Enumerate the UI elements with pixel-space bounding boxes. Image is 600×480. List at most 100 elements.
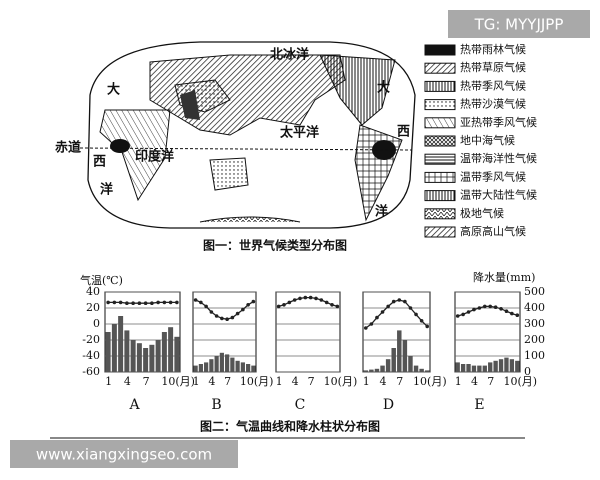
y-tick-label: 20 xyxy=(86,301,100,314)
temp-point xyxy=(143,301,148,306)
temp-point xyxy=(482,304,487,309)
temp-point xyxy=(162,300,167,305)
legend-label: 热带草原气候 xyxy=(460,60,526,74)
temp-point xyxy=(112,300,117,305)
precip-bar xyxy=(130,340,136,372)
legend-swatch xyxy=(424,62,456,74)
temp-point xyxy=(515,313,520,318)
y-tick-label: -20 xyxy=(82,333,100,346)
temp-point xyxy=(375,315,379,320)
temp-point xyxy=(425,324,430,329)
precip-bar xyxy=(402,340,408,372)
temp-line xyxy=(108,301,177,304)
precip-bar xyxy=(509,359,515,372)
precip-bar xyxy=(391,348,396,372)
temp-point xyxy=(419,319,424,323)
temp-point xyxy=(251,299,256,304)
temp-point xyxy=(324,300,329,305)
precip-bar xyxy=(105,332,111,372)
x-tick-label: 7 xyxy=(224,375,231,388)
precip-bar xyxy=(251,365,256,372)
temp-point xyxy=(319,298,324,302)
chart-label: C xyxy=(295,397,306,413)
precip-bar xyxy=(385,359,391,372)
x-tick-label: 10(月) xyxy=(503,375,537,388)
precip-bar xyxy=(209,359,214,372)
world-map: 北冰洋 大 西 洋 大 西 洋 太平洋 印度洋 赤道 图一：世界气候类型分布图 xyxy=(55,41,416,253)
temp-point xyxy=(314,296,318,301)
precip-bar xyxy=(397,330,402,372)
temp-point xyxy=(466,310,471,314)
map-label: 西 xyxy=(397,125,410,140)
x-tick-label: 10(月) xyxy=(324,375,358,388)
map-label: 北冰洋 xyxy=(270,47,309,63)
legend-label: 高原高山气候 xyxy=(460,224,526,238)
temp-point xyxy=(193,298,198,302)
y-axis-title: 气温(℃) xyxy=(80,273,123,287)
temp-point xyxy=(303,295,308,300)
x-tick-label: 10(月) xyxy=(161,375,195,388)
precip-bar xyxy=(369,369,374,372)
y2-tick-label: 200 xyxy=(524,333,545,346)
temp-point xyxy=(363,326,368,330)
map-label: 赤道 xyxy=(55,140,81,156)
precip-bar xyxy=(124,330,130,372)
precip-bar xyxy=(477,365,482,372)
legend-label: 地中海气候 xyxy=(460,133,515,147)
y2-tick-label: 300 xyxy=(524,317,545,330)
temp-point xyxy=(493,305,498,310)
x-tick-label: 4 xyxy=(208,375,215,388)
legend-label: 热带雨林气候 xyxy=(460,42,526,56)
precip-bar xyxy=(493,360,498,372)
temp-point xyxy=(204,304,208,309)
map-label: 洋 xyxy=(100,182,113,198)
y2-tick-label: 500 xyxy=(524,285,545,298)
legend-swatch xyxy=(424,226,456,238)
precip-bar xyxy=(155,340,161,372)
precip-bar xyxy=(455,362,460,372)
y-tick-label: -60 xyxy=(82,365,100,378)
y2-axis-title: 降水量(mm) xyxy=(473,270,535,284)
legend-swatch xyxy=(424,44,456,56)
precip-bar xyxy=(136,343,142,372)
temp-point xyxy=(125,301,129,306)
precip-bar xyxy=(466,364,471,372)
y-tick-label: -40 xyxy=(82,349,100,362)
legend-swatch xyxy=(424,171,456,183)
legend-label: 温带季风气候 xyxy=(460,169,526,183)
precip-bar xyxy=(235,360,240,372)
chart-label: D xyxy=(383,397,394,413)
precip-bar xyxy=(219,352,224,372)
temp-line xyxy=(195,299,254,320)
precip-bar xyxy=(374,368,380,372)
precip-bar xyxy=(413,365,419,372)
x-tick-label: 7 xyxy=(143,375,150,388)
x-tick-label: 7 xyxy=(308,375,315,388)
map-label: 洋 xyxy=(375,204,388,220)
legend-swatch xyxy=(424,117,456,129)
chart-label: A xyxy=(128,397,140,413)
temp-point xyxy=(472,307,476,312)
temp-point xyxy=(131,301,135,306)
legend-label: 热带季风气候 xyxy=(460,78,526,92)
precip-bar xyxy=(380,365,385,372)
temp-line xyxy=(278,296,338,308)
map-caption: 图一：世界气候类型分布图 xyxy=(203,238,347,253)
temp-point xyxy=(235,311,240,316)
precip-bar xyxy=(214,356,219,372)
watermark-bottom: www.xiangxingseo.com xyxy=(36,446,212,464)
temp-point xyxy=(369,322,374,326)
y2-tick-label: 400 xyxy=(524,301,545,314)
map-label: 太平洋 xyxy=(279,125,319,141)
precip-bar xyxy=(419,368,424,372)
precip-bar xyxy=(230,357,235,372)
temp-point xyxy=(292,298,297,302)
precip-bar xyxy=(240,362,245,372)
temp-point xyxy=(246,303,250,307)
x-tick-label: 4 xyxy=(471,375,478,388)
y-tick-label: 40 xyxy=(86,285,100,298)
precip-bar xyxy=(174,336,180,372)
temp-point xyxy=(168,300,173,305)
